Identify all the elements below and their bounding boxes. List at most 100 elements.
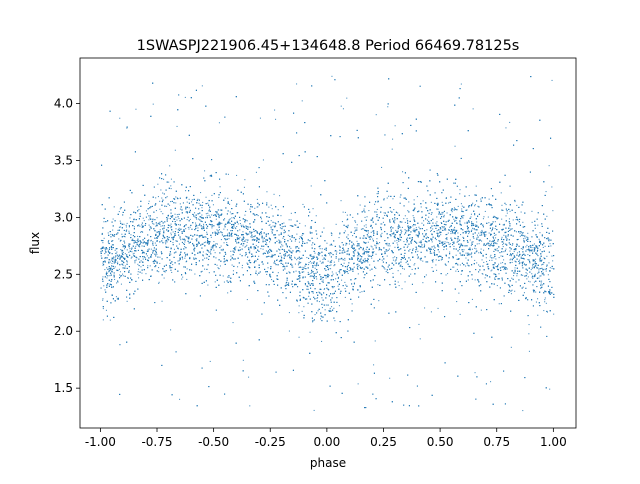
data-point <box>546 311 548 313</box>
data-point <box>102 242 104 244</box>
data-point <box>229 222 231 224</box>
data-point <box>506 238 508 240</box>
data-point <box>174 149 176 151</box>
data-point <box>383 198 385 200</box>
data-point <box>309 260 311 262</box>
data-point <box>332 273 334 275</box>
data-point <box>296 233 298 235</box>
data-point <box>242 231 244 233</box>
data-point <box>161 300 163 302</box>
data-point <box>456 301 458 303</box>
data-point <box>256 206 258 208</box>
data-point <box>147 265 149 267</box>
data-point <box>371 257 373 259</box>
data-point <box>454 145 456 147</box>
data-point <box>452 266 454 268</box>
data-point <box>440 234 442 236</box>
data-point <box>117 261 119 263</box>
data-point <box>277 209 279 211</box>
data-point <box>278 260 280 262</box>
data-point <box>416 248 418 250</box>
data-point <box>533 281 535 283</box>
data-point <box>155 210 157 212</box>
data-point <box>548 238 550 240</box>
data-point <box>531 273 533 275</box>
data-point <box>102 308 104 310</box>
data-point <box>271 208 273 210</box>
data-point <box>205 217 207 219</box>
data-point <box>537 272 539 274</box>
data-point <box>375 267 377 269</box>
data-point <box>175 234 177 236</box>
data-point <box>355 221 357 223</box>
data-point <box>537 298 539 300</box>
data-point <box>286 255 288 257</box>
data-point <box>472 227 474 229</box>
data-point <box>398 285 400 287</box>
data-point <box>112 240 114 242</box>
data-point <box>460 83 462 85</box>
data-point <box>174 213 176 215</box>
data-point <box>465 265 467 267</box>
data-point <box>441 244 443 246</box>
data-point <box>175 196 177 198</box>
data-point <box>279 227 281 229</box>
data-point <box>179 237 181 239</box>
data-point <box>175 216 177 218</box>
data-point <box>522 410 524 412</box>
data-point <box>118 268 120 270</box>
data-point <box>354 227 356 229</box>
data-point <box>392 198 394 200</box>
data-point <box>397 270 399 272</box>
data-point <box>328 268 330 270</box>
data-point <box>553 313 555 315</box>
data-point <box>312 271 314 273</box>
data-point <box>519 259 521 261</box>
data-point <box>525 239 527 241</box>
data-point <box>511 228 513 230</box>
data-point <box>214 232 216 234</box>
data-point <box>108 261 110 263</box>
data-point <box>367 235 369 237</box>
data-point <box>361 291 363 293</box>
data-point <box>381 166 383 168</box>
data-point <box>275 118 277 120</box>
data-point <box>249 261 251 263</box>
data-point <box>512 219 514 221</box>
data-point <box>437 232 439 234</box>
data-point <box>335 257 337 259</box>
data-point <box>170 201 172 203</box>
data-point <box>170 253 172 255</box>
data-point <box>344 230 346 232</box>
data-point <box>102 264 104 266</box>
data-point <box>124 253 126 255</box>
data-point <box>200 216 202 218</box>
data-point <box>298 263 300 265</box>
data-point <box>408 201 410 203</box>
data-point <box>498 257 500 259</box>
data-point <box>444 241 446 243</box>
data-point <box>471 248 473 250</box>
data-point <box>156 217 158 219</box>
data-point <box>253 213 255 215</box>
data-point <box>496 275 498 277</box>
data-point <box>200 192 202 194</box>
data-point <box>491 259 493 261</box>
data-point <box>393 231 395 233</box>
data-point <box>439 231 441 233</box>
data-point <box>531 221 533 223</box>
data-point <box>329 262 331 264</box>
data-point <box>474 279 476 281</box>
data-point <box>138 277 140 279</box>
data-point <box>353 248 355 250</box>
data-point <box>426 219 428 221</box>
data-point <box>270 228 272 230</box>
data-point <box>398 224 400 226</box>
data-point <box>523 292 525 294</box>
data-point <box>503 234 505 236</box>
data-point <box>422 200 424 202</box>
data-point <box>502 224 504 226</box>
data-point <box>108 271 110 273</box>
data-point <box>343 250 345 252</box>
data-point <box>310 185 312 187</box>
